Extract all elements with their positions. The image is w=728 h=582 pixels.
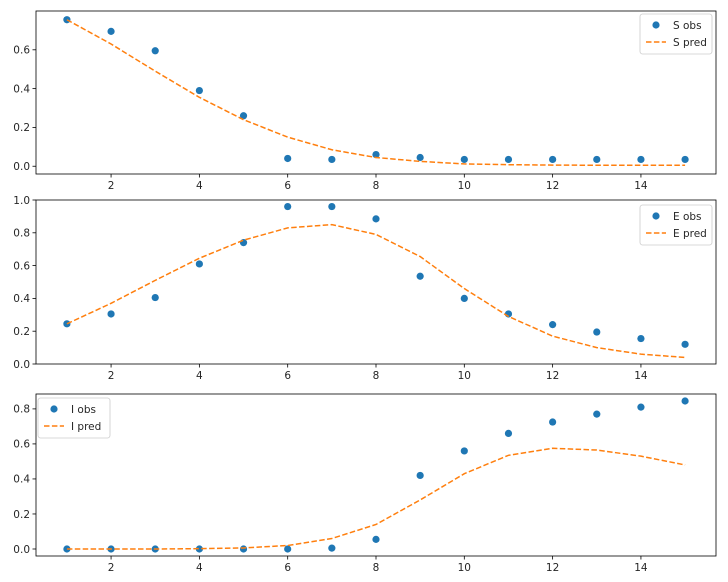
subplot-1: 2 4 6 8 10 12 14 0.0 0.2 0.4 0.6 S obs S pred — [13, 10, 717, 192]
legend-marker-swatch — [652, 212, 660, 220]
x-tick-label: 12 — [546, 370, 559, 382]
y-tick-label: 0.6 — [13, 439, 30, 451]
data-point-i-obs — [681, 397, 689, 405]
data-point-i-obs — [284, 545, 292, 553]
legend-label: E pred — [673, 228, 707, 240]
data-point-i-obs — [372, 535, 380, 543]
y-tick-label: 0.6 — [13, 260, 30, 272]
data-point-s-obs — [107, 27, 115, 35]
y-tick-label: 0.4 — [13, 293, 30, 305]
series-line-i-pred — [66, 447, 686, 550]
data-point-e-obs — [593, 328, 601, 336]
x-tick-label: 2 — [108, 180, 115, 192]
x-tick-label: 2 — [108, 562, 115, 574]
data-point-e-obs — [681, 340, 689, 348]
x-tick-label: 14 — [634, 562, 648, 574]
data-point-i-obs — [328, 544, 336, 552]
legend: E obs E pred — [639, 204, 713, 246]
x-tick-label: 14 — [634, 180, 648, 192]
data-point-e-obs — [151, 293, 159, 302]
legend-label: S pred — [673, 37, 707, 49]
y-tick-label: 0.4 — [13, 474, 30, 486]
axes-frame — [35, 199, 717, 365]
x-tick-label: 6 — [284, 370, 291, 382]
x-tick-label: 12 — [546, 562, 559, 574]
data-point-i-obs — [416, 471, 424, 480]
x-tick-label: 4 — [196, 562, 203, 574]
axes-frame — [35, 10, 717, 175]
y-tick-label: 0.0 — [13, 359, 30, 371]
x-tick-label: 10 — [458, 180, 471, 192]
y-tick-label: 0.4 — [13, 83, 30, 95]
data-point-i-obs — [593, 410, 601, 418]
series-line-s-pred — [66, 19, 686, 167]
data-point-i-obs — [63, 545, 71, 553]
data-point-s-obs — [549, 155, 557, 164]
data-point-e-obs — [195, 260, 203, 268]
series-line-e-pred — [66, 223, 686, 359]
data-point-s-obs — [195, 86, 203, 95]
data-point-e-obs — [328, 202, 336, 211]
data-point-s-obs — [151, 47, 159, 55]
data-point-s-obs — [328, 155, 336, 164]
x-tick-label: 4 — [196, 370, 203, 382]
data-point-s-obs — [416, 153, 424, 162]
data-point-s-obs — [284, 154, 292, 163]
data-point-e-obs — [107, 310, 115, 318]
x-tick-label: 8 — [373, 180, 380, 192]
x-tick-label: 8 — [373, 370, 380, 382]
legend-label: I obs — [71, 404, 96, 416]
legend-label: I pred — [71, 421, 101, 433]
data-point-e-obs — [637, 334, 645, 343]
data-point-s-obs — [239, 112, 248, 120]
data-point-e-obs — [460, 294, 468, 302]
axes-frame — [35, 393, 717, 557]
legend-marker-swatch — [652, 21, 660, 29]
subplot-2: 2 4 6 8 10 12 14 0.0 0.2 0.4 0.6 0.8 1.0 E obs E pred — [13, 195, 717, 382]
data-point-s-obs — [593, 155, 601, 164]
data-point-i-obs — [460, 447, 468, 455]
legend: S obs S pred — [639, 13, 713, 55]
data-point-s-obs — [637, 155, 645, 164]
data-point-e-obs — [284, 202, 292, 211]
data-point-i-obs — [239, 545, 248, 553]
x-tick-label: 10 — [458, 370, 471, 382]
data-point-s-obs — [372, 150, 380, 159]
x-tick-label: 8 — [373, 562, 380, 574]
x-tick-label: 4 — [196, 180, 203, 192]
x-tick-label: 10 — [458, 562, 471, 574]
data-point-i-obs — [195, 545, 203, 553]
x-tick-label: 12 — [546, 180, 559, 192]
y-tick-label: 0.0 — [13, 161, 30, 173]
data-point-s-obs — [460, 155, 468, 164]
data-point-i-obs — [549, 418, 557, 426]
y-tick-label: 0.2 — [13, 326, 30, 338]
x-tick-label: 14 — [634, 370, 648, 382]
y-tick-label: 0.8 — [13, 404, 30, 416]
x-tick-label: 6 — [284, 562, 291, 574]
legend: I obs I pred — [37, 397, 111, 439]
y-tick-label: 0.6 — [13, 45, 30, 57]
data-point-e-obs — [63, 320, 71, 328]
y-tick-label: 0.8 — [13, 228, 30, 240]
data-point-s-obs — [681, 155, 689, 164]
legend-marker-swatch — [50, 405, 58, 413]
y-tick-label: 1.0 — [13, 195, 30, 207]
y-tick-label: 0.2 — [13, 122, 30, 134]
x-tick-label: 2 — [108, 370, 115, 382]
legend-label: E obs — [673, 211, 702, 223]
data-point-e-obs — [549, 321, 557, 329]
data-point-e-obs — [416, 272, 424, 280]
data-point-i-obs — [504, 429, 513, 438]
data-point-i-obs — [637, 403, 645, 411]
subplot-3: 2 4 6 8 10 12 14 0.0 0.2 0.4 0.6 0.8 I obs I pred — [13, 393, 717, 574]
data-point-e-obs — [372, 215, 380, 223]
x-tick-label: 6 — [284, 180, 291, 192]
y-tick-label: 0.0 — [13, 544, 30, 556]
y-tick-label: 0.2 — [13, 509, 30, 521]
legend-label: S obs — [673, 20, 702, 32]
data-point-s-obs — [504, 155, 513, 164]
